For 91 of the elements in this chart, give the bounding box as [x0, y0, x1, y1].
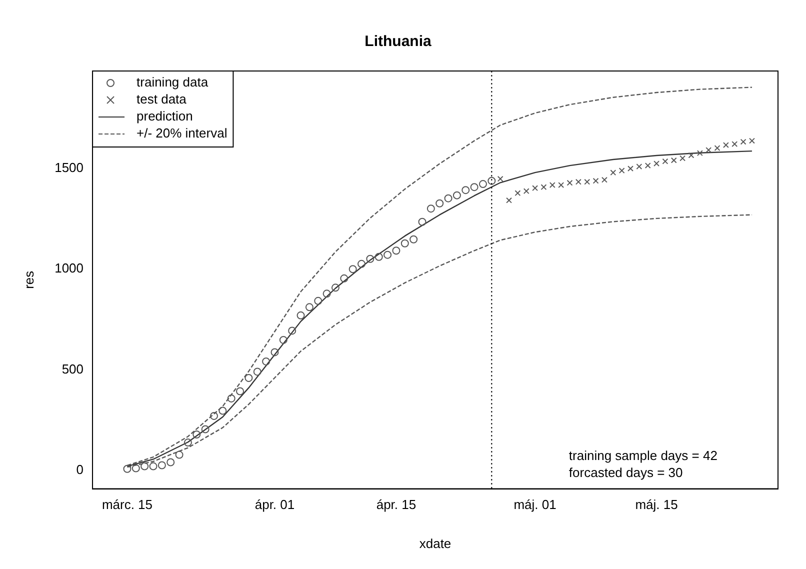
point: [714, 145, 720, 152]
point: [706, 147, 712, 154]
point: [366, 254, 374, 263]
point: [523, 188, 530, 194]
point: [132, 464, 140, 472]
legend-label: test data: [136, 92, 188, 107]
point: [358, 260, 366, 268]
x-tick-label: máj. 01: [514, 497, 556, 512]
x-tick-label: ápr. 15: [376, 497, 416, 512]
point: [592, 178, 599, 184]
point: [348, 265, 357, 274]
point: [654, 160, 660, 167]
point: [253, 368, 262, 376]
point: [488, 176, 496, 185]
point: [426, 204, 435, 213]
point: [288, 326, 296, 335]
point: [636, 164, 642, 170]
point: [314, 296, 322, 305]
point: [618, 168, 625, 174]
point: [210, 412, 218, 420]
point: [166, 458, 175, 466]
point: [444, 194, 452, 202]
legend-label: prediction: [136, 108, 193, 124]
point: [392, 246, 400, 255]
point: [740, 138, 746, 145]
point: [452, 191, 461, 200]
point: [418, 218, 426, 226]
point: [748, 138, 755, 144]
point: [322, 290, 331, 298]
point: [270, 348, 279, 356]
point: [628, 166, 634, 172]
legend-label: training data: [136, 74, 209, 90]
point: [305, 303, 314, 312]
point: [506, 197, 512, 204]
y-axis-title: res: [21, 270, 36, 289]
point: [558, 182, 564, 188]
point: [374, 252, 383, 261]
point: [470, 183, 478, 192]
point: [575, 178, 582, 185]
point: [566, 180, 573, 186]
point: [236, 387, 244, 396]
point: [140, 462, 149, 470]
point: [549, 182, 556, 188]
point: [532, 185, 538, 192]
point: [478, 180, 487, 188]
point: [462, 186, 470, 194]
point: [279, 336, 288, 344]
annotation: training sample days = 42: [568, 448, 718, 463]
point: [244, 374, 253, 382]
x-tick-label: márc. 15: [102, 497, 153, 512]
point: [662, 158, 668, 164]
point: [123, 464, 132, 473]
point: [296, 311, 305, 320]
point: [680, 155, 686, 162]
point: [262, 357, 270, 366]
y-tick-label: 500: [62, 361, 84, 376]
x-tick-label: ápr. 01: [254, 497, 295, 512]
point: [436, 199, 444, 208]
point: [149, 462, 158, 470]
point: [218, 406, 227, 415]
point: [192, 430, 201, 438]
point: [610, 170, 616, 176]
point: [184, 438, 192, 447]
point: [340, 274, 348, 282]
point: [670, 157, 677, 164]
y-tick-label: 0: [76, 462, 84, 477]
point: [688, 152, 694, 158]
point: [514, 190, 521, 196]
annotation: forcasted days = 30: [568, 464, 683, 480]
x-tick-label: máj. 15: [635, 497, 678, 512]
point: [497, 176, 504, 182]
point: [201, 425, 210, 434]
point: [644, 162, 651, 169]
point: [601, 176, 608, 183]
y-tick-label: 1000: [54, 260, 84, 276]
point: [410, 235, 418, 244]
point: [722, 142, 729, 148]
point: [732, 141, 738, 147]
point: [696, 150, 703, 156]
point: [227, 394, 236, 402]
x-axis-title: xdate: [419, 536, 452, 551]
point: [158, 461, 166, 470]
y-tick-label: 1500: [54, 160, 84, 176]
point: [331, 284, 340, 292]
legend-label: +/- 20% interval: [136, 126, 228, 141]
point: [584, 178, 590, 185]
point: [175, 450, 184, 459]
point: [384, 250, 392, 259]
point: [540, 184, 547, 190]
chart-title: Lithuania: [364, 33, 432, 50]
point: [400, 239, 409, 248]
